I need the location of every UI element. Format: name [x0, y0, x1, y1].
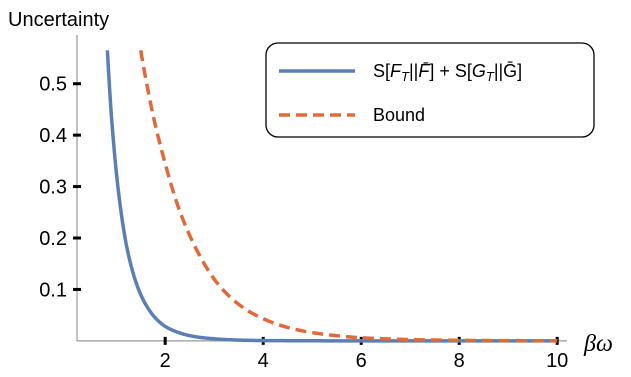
- legend-entry-series-1: S[FT||F̄] + S[GT||Ḡ]: [373, 61, 522, 84]
- legend-box: [265, 42, 595, 138]
- curves: [105, 49, 558, 343]
- y-tick-label: 0.3: [39, 177, 67, 199]
- x-tick-label: 8: [454, 350, 465, 372]
- x-axis-title: βω: [583, 331, 613, 357]
- series-line-bound: [138, 49, 558, 343]
- y-tick-label: 0.4: [39, 125, 67, 147]
- y-tick-label: 0.5: [39, 74, 67, 96]
- axes: 2 4 6 8 10 0.1 0.2 0.3 0.4 0.5: [39, 35, 568, 372]
- series-line-divergence: [105, 50, 558, 343]
- x-tick-label: 2: [160, 350, 171, 372]
- legend: S[FT||F̄] + S[GT||Ḡ] Bound: [265, 42, 595, 138]
- y-tick-label: 0.2: [39, 228, 67, 250]
- y-axis-title: Uncertainty: [8, 9, 109, 31]
- x-tick-label: 10: [546, 350, 568, 372]
- x-tick-label: 4: [258, 350, 269, 372]
- x-tick-label: 6: [356, 350, 367, 372]
- legend-entry-bound: Bound: [373, 105, 425, 125]
- y-tick-label: 0.1: [39, 279, 67, 301]
